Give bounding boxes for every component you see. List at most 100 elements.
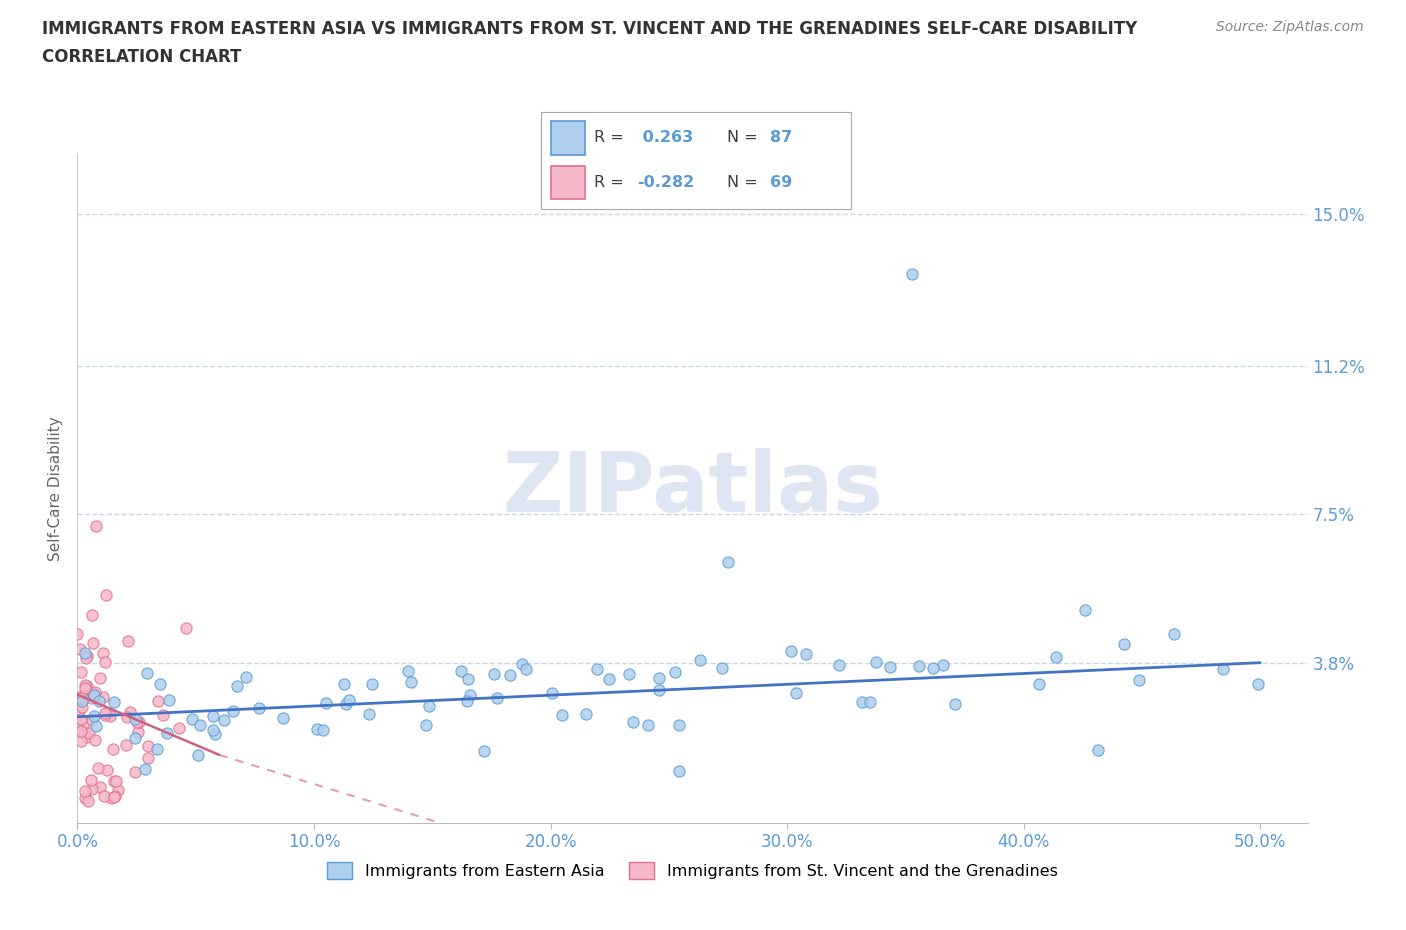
Point xyxy=(84,519,107,534)
Point xyxy=(551,708,574,723)
Point xyxy=(922,660,945,675)
Point xyxy=(1163,627,1185,642)
Point xyxy=(124,731,146,746)
Point xyxy=(204,726,226,741)
Point xyxy=(1087,743,1109,758)
Point xyxy=(73,681,96,696)
Point xyxy=(83,688,105,703)
Point xyxy=(169,721,191,736)
Point xyxy=(70,700,93,715)
Text: -0.282: -0.282 xyxy=(637,176,695,191)
Point xyxy=(711,660,734,675)
Point xyxy=(127,715,149,730)
Point xyxy=(115,737,138,752)
Point xyxy=(103,773,125,788)
Point xyxy=(510,657,533,671)
Point xyxy=(73,677,96,692)
Point xyxy=(86,719,108,734)
Point xyxy=(396,664,419,679)
Point xyxy=(70,724,93,738)
Point xyxy=(103,695,125,710)
Point xyxy=(235,670,257,684)
Point xyxy=(76,649,98,664)
Point xyxy=(1247,676,1270,691)
Point xyxy=(66,716,89,731)
Point xyxy=(80,690,103,705)
Point xyxy=(134,761,156,776)
Point xyxy=(145,741,167,756)
Text: N =: N = xyxy=(727,130,763,145)
Point xyxy=(828,658,851,672)
Point xyxy=(202,709,225,724)
Point xyxy=(104,789,127,804)
Point xyxy=(82,685,104,700)
Point xyxy=(80,607,103,622)
Point xyxy=(225,679,247,694)
Point xyxy=(136,738,159,753)
Point xyxy=(66,627,89,642)
Point xyxy=(273,711,295,725)
Point xyxy=(82,712,104,727)
Point xyxy=(80,773,103,788)
Point xyxy=(128,724,150,739)
Point xyxy=(100,790,122,805)
Point xyxy=(82,635,104,650)
Point xyxy=(312,723,335,737)
Point xyxy=(83,688,105,703)
Point xyxy=(901,266,924,281)
Point xyxy=(617,667,640,682)
Point xyxy=(136,666,159,681)
Point xyxy=(450,664,472,679)
Point xyxy=(149,676,172,691)
Point xyxy=(668,764,690,778)
Bar xyxy=(551,122,585,154)
Point xyxy=(80,782,103,797)
Point xyxy=(247,701,270,716)
Point xyxy=(174,620,197,635)
Point xyxy=(212,712,235,727)
Point xyxy=(136,751,159,765)
Point xyxy=(69,734,91,749)
Point xyxy=(117,710,139,724)
Point xyxy=(180,711,202,726)
Point xyxy=(76,730,98,745)
Point xyxy=(86,761,108,776)
Point xyxy=(482,667,505,682)
Point xyxy=(689,653,711,668)
Point xyxy=(907,658,929,673)
Point xyxy=(499,668,522,683)
Point xyxy=(117,634,139,649)
Point xyxy=(598,671,620,686)
Point xyxy=(103,790,125,804)
Point xyxy=(84,733,107,748)
Point xyxy=(89,693,111,708)
Point xyxy=(124,764,146,779)
Point xyxy=(73,724,96,739)
Point xyxy=(472,743,495,758)
Point xyxy=(84,684,107,699)
Point xyxy=(98,709,121,724)
Point xyxy=(120,705,142,720)
Point xyxy=(188,718,211,733)
Point xyxy=(70,665,93,680)
Point xyxy=(717,555,740,570)
Point xyxy=(93,708,115,723)
Point xyxy=(515,661,537,676)
Point xyxy=(157,692,180,707)
Point xyxy=(73,645,96,660)
Point xyxy=(415,718,437,733)
Point xyxy=(124,711,146,726)
Point xyxy=(865,655,887,670)
Point xyxy=(335,697,357,711)
Point xyxy=(91,645,114,660)
Text: 0.263: 0.263 xyxy=(637,130,693,145)
Point xyxy=(77,793,100,808)
Point xyxy=(859,695,882,710)
Point xyxy=(785,685,807,700)
Point xyxy=(69,641,91,656)
Point xyxy=(460,687,482,702)
Text: Source: ZipAtlas.com: Source: ZipAtlas.com xyxy=(1216,20,1364,34)
Point xyxy=(357,706,380,721)
Y-axis label: Self-Care Disability: Self-Care Disability xyxy=(48,416,63,561)
Point xyxy=(128,714,150,729)
